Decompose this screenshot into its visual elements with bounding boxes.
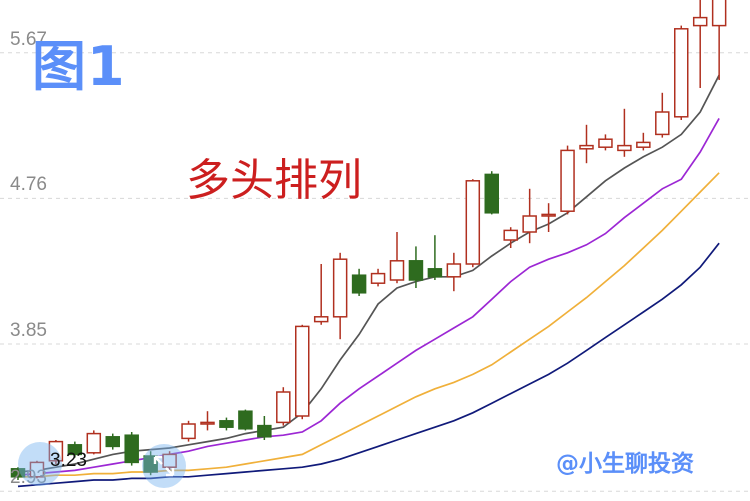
ma-line-ma20 xyxy=(18,172,720,478)
watermark: @小生聊投资 xyxy=(556,451,694,477)
candle-body-down xyxy=(10,468,26,478)
expand-button[interactable] xyxy=(142,444,186,488)
circle-button-icon[interactable] xyxy=(18,442,62,486)
candle xyxy=(67,441,83,458)
candle-body-up xyxy=(503,229,518,241)
expand-arrows-icon xyxy=(153,455,175,477)
candle xyxy=(617,108,632,157)
candle-body-up xyxy=(295,325,310,417)
candle-body-up xyxy=(522,215,537,233)
candle-body-down xyxy=(257,424,272,438)
candle xyxy=(522,188,537,244)
candle xyxy=(332,252,348,340)
candle-body-up xyxy=(636,141,651,148)
candle xyxy=(86,430,102,455)
candle xyxy=(10,467,26,480)
candle xyxy=(200,411,215,431)
candle-body-down xyxy=(427,268,443,278)
y-tick-label: 3.85 xyxy=(10,320,47,341)
candle xyxy=(389,232,405,284)
candle xyxy=(655,92,670,138)
candle-body-up xyxy=(711,0,727,27)
candle xyxy=(674,25,689,120)
candle-body-up xyxy=(162,453,177,468)
candle xyxy=(48,440,64,464)
candle-body-up xyxy=(655,111,670,136)
candle xyxy=(351,268,367,296)
candle xyxy=(692,0,708,88)
candle-body-down xyxy=(67,444,83,456)
candle-body-up xyxy=(29,461,45,478)
candle xyxy=(465,179,481,268)
candle-body-down xyxy=(408,260,424,281)
candle-body-up xyxy=(48,440,64,462)
candle xyxy=(105,433,120,450)
candle xyxy=(181,420,196,442)
candle-body-down xyxy=(105,436,120,448)
candle xyxy=(238,409,253,431)
candle-body-up xyxy=(598,138,613,148)
candle-body-up xyxy=(389,260,405,281)
candle-body-up xyxy=(276,391,291,424)
candle-body-up xyxy=(200,421,215,425)
candle-body-down xyxy=(484,173,499,214)
figure-label: 图1 xyxy=(32,35,126,98)
candle xyxy=(636,132,651,151)
chart-annotation: 多头排列 xyxy=(186,155,362,206)
candle xyxy=(219,417,234,431)
candle xyxy=(484,171,499,215)
candle-body-down xyxy=(124,434,139,464)
candle xyxy=(295,324,310,420)
candle xyxy=(427,235,443,280)
candle xyxy=(313,264,329,325)
ma-line-ma30 xyxy=(17,242,720,488)
candle xyxy=(446,252,462,292)
candle xyxy=(276,387,291,426)
candle-body-up xyxy=(370,272,386,284)
low-price-label: 3.23 xyxy=(50,450,87,471)
candle xyxy=(29,460,45,479)
candle-body-up xyxy=(465,180,481,265)
candle-body-up xyxy=(579,144,594,150)
y-tick-label: 4.76 xyxy=(10,174,47,196)
candle-body-up xyxy=(674,28,689,118)
candle xyxy=(541,203,556,232)
y-tick-label: 5.67 xyxy=(10,28,47,50)
candle xyxy=(503,227,518,248)
candle xyxy=(598,134,613,151)
candle-body-down xyxy=(351,274,367,294)
candle-body-up xyxy=(541,213,556,217)
candle-body-down xyxy=(238,410,253,430)
candle-body-up xyxy=(560,149,575,212)
candle xyxy=(408,246,424,288)
candle-body-up xyxy=(446,263,462,278)
candle xyxy=(124,432,139,466)
candle-body-up xyxy=(86,432,102,454)
candle-body-up xyxy=(617,144,632,152)
candle xyxy=(711,0,727,80)
candle xyxy=(257,416,272,440)
candle-body-up xyxy=(332,258,348,318)
candle xyxy=(560,145,575,215)
candle xyxy=(579,124,594,164)
candle-body-up xyxy=(181,423,196,440)
candle xyxy=(370,268,386,287)
candle-body-down xyxy=(219,420,234,428)
candle xyxy=(162,451,177,471)
candle-body-up xyxy=(692,16,708,27)
candle-body-up xyxy=(313,316,329,323)
y-tick-label: 2.93 xyxy=(10,467,47,489)
